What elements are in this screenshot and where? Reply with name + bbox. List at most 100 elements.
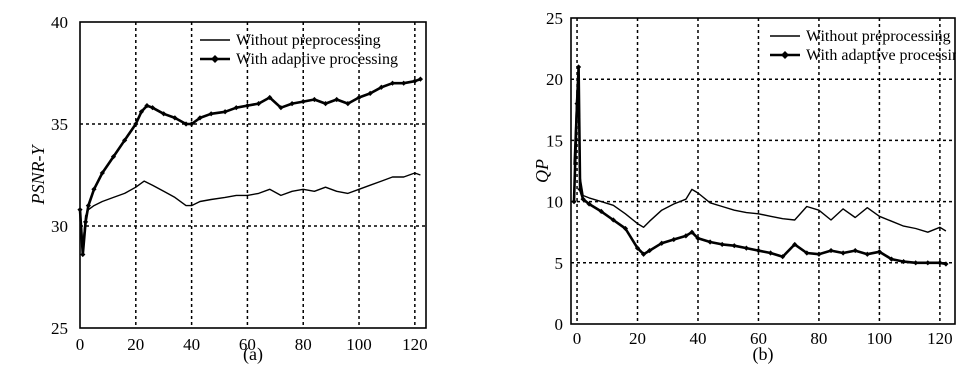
chart-b-series-with-adaptive-processing-point-11 xyxy=(647,247,653,254)
chart-a-series-with-adaptive-processing-point-17 xyxy=(208,111,214,117)
chart-a-series-with-adaptive-processing-point-6 xyxy=(110,154,117,160)
chart-b-series-with-adaptive-processing-point-28 xyxy=(840,250,846,256)
chart-b-legend-label-without-preprocessing: Without preprocessing xyxy=(806,28,951,45)
chart-a-series-with-adaptive-processing-line xyxy=(78,77,421,256)
chart-b-x-tick-40: 40 xyxy=(689,329,706,348)
chart-a: 0 20 40 60 80 100 120 25 30 35 40 PSNR-Y Without p… xyxy=(28,13,428,365)
chart-b-series-with-adaptive-processing-point-36 xyxy=(937,260,943,266)
chart-a-legend: Without preprocessing With adaptive proc… xyxy=(200,32,398,68)
chart-b-series-with-adaptive-processing-line xyxy=(572,65,947,266)
chart-a-y-tick-25: 25 xyxy=(51,319,68,338)
chart-b-series-with-adaptive-processing-point-31 xyxy=(876,249,883,255)
chart-b-y-tick-15: 15 xyxy=(546,131,563,150)
chart-b-series-with-adaptive-processing-point-17 xyxy=(707,239,713,245)
chart-a-plot-frame xyxy=(79,21,427,329)
chart-b-x-tick-0: 0 xyxy=(573,329,582,348)
chart-b-series-with-adaptive-processing-point-12 xyxy=(659,240,665,246)
chart-b-series-with-adaptive-processing-point-37 xyxy=(943,261,949,267)
chart-b-series-with-adaptive-processing-point-35 xyxy=(925,260,931,266)
chart-a-y-tick-40: 40 xyxy=(51,13,68,32)
chart-a-series-with-adaptive-processing-point-12 xyxy=(161,111,167,117)
chart-a-series-with-adaptive-processing-point-1 xyxy=(80,251,86,258)
chart-a-y-tick-30: 30 xyxy=(51,217,68,236)
chart-a-series-with-adaptive-processing-point-31 xyxy=(367,90,373,96)
chart-b-series-layer xyxy=(571,64,949,267)
chart-b: 0 20 40 60 80 100 120 0 5 10 15 20 25 QP Without pre… xyxy=(532,9,956,365)
chart-a-series-with-adaptive-processing-point-23 xyxy=(278,105,284,111)
chart-a-legend-label-without-preprocessing: Without preprocessing xyxy=(236,32,381,49)
chart-b-x-tick-120: 120 xyxy=(927,329,953,348)
chart-a-legend-marker-with-adaptive-processing xyxy=(211,55,219,63)
chart-b-series-without-preprocessing-line xyxy=(573,72,947,233)
chart-b-y-tick-20: 20 xyxy=(546,70,563,89)
chart-b-series-with-adaptive-processing-point-32 xyxy=(888,256,895,262)
chart-b-y-tick-0: 0 xyxy=(555,315,564,334)
chart-a-x-tick-80: 80 xyxy=(295,335,312,354)
chart-a-series-without-preprocessing-line xyxy=(79,172,421,248)
chart-a-x-tick-0: 0 xyxy=(76,335,85,354)
chart-a-series-with-adaptive-processing-point-22 xyxy=(267,94,273,101)
chart-a-tick-labels: 0 20 40 60 80 100 120 25 30 35 40 xyxy=(51,13,428,354)
chart-b-series-with-adaptive-processing-point-13 xyxy=(671,236,677,243)
chart-a-series-with-adaptive-processing-point-35 xyxy=(412,78,418,84)
chart-b-series-with-adaptive-processing-point-21 xyxy=(755,247,762,254)
chart-b-series-with-adaptive-processing-point-7 xyxy=(610,217,616,223)
chart-b-series-with-adaptive-processing-point-23 xyxy=(780,254,786,260)
chart-b-series-with-adaptive-processing-point-19 xyxy=(731,243,737,249)
chart-b-series-with-adaptive-processing-point-34 xyxy=(913,260,919,266)
chart-b-caption: (b) xyxy=(753,344,774,365)
chart-a-series-with-adaptive-processing-point-2 xyxy=(82,219,89,225)
chart-a-series-with-adaptive-processing-point-15 xyxy=(189,121,195,127)
chart-a-series-with-adaptive-processing-point-25 xyxy=(300,98,306,105)
chart-a-series-with-adaptive-processing-point-27 xyxy=(322,101,329,107)
chart-a-series-with-adaptive-processing-point-14 xyxy=(183,121,189,127)
chart-b-y-tick-5: 5 xyxy=(555,254,564,273)
chart-b-legend-marker-with-adaptive-processing xyxy=(781,51,789,59)
chart-a-x-tick-100: 100 xyxy=(346,335,372,354)
chart-a-series-with-adaptive-processing-point-26 xyxy=(311,96,317,103)
chart-a-x-tick-40: 40 xyxy=(183,335,200,354)
chart-b-series-with-adaptive-processing-point-10 xyxy=(640,251,647,257)
chart-a-series-with-adaptive-processing-point-32 xyxy=(378,84,384,90)
chart-a-series-with-adaptive-processing-point-16 xyxy=(197,115,203,121)
chart-a-gridlines xyxy=(80,22,426,328)
chart-b-series-with-adaptive-processing-point-3 xyxy=(577,186,583,192)
chart-b-series-with-adaptive-processing-point-29 xyxy=(852,247,858,254)
chart-b-series-with-adaptive-processing-point-20 xyxy=(743,245,749,251)
chart-a-x-tick-20: 20 xyxy=(127,335,144,354)
chart-b-series-with-adaptive-processing-point-16 xyxy=(695,235,701,241)
chart-a-y-axis-label: PSNR-Y xyxy=(28,144,48,206)
chart-b-series-with-adaptive-processing-point-6 xyxy=(598,208,604,214)
chart-b-y-tick-25: 25 xyxy=(546,9,563,28)
chart-a-y-tick-35: 35 xyxy=(51,115,68,134)
chart-a-series-with-adaptive-processing-point-5 xyxy=(99,170,105,176)
chart-a-series-with-adaptive-processing-point-29 xyxy=(345,101,351,107)
chart-b-series-with-adaptive-processing-point-33 xyxy=(900,258,907,265)
chart-a-series-layer xyxy=(77,76,424,258)
chart-b-series-with-adaptive-processing-point-8 xyxy=(622,225,629,232)
chart-a-series-with-adaptive-processing-point-13 xyxy=(172,115,178,121)
chart-b-series-with-adaptive-processing-point-26 xyxy=(816,251,822,257)
chart-a-series-with-adaptive-processing-point-7 xyxy=(122,137,128,143)
chart-a-series-with-adaptive-processing-point-4 xyxy=(91,186,97,192)
chart-a-x-tick-120: 120 xyxy=(402,335,428,354)
chart-b-series-with-adaptive-processing-point-22 xyxy=(767,250,774,256)
chart-b-series-with-adaptive-processing-point-14 xyxy=(683,233,689,239)
chart-b-x-tick-20: 20 xyxy=(629,329,646,348)
chart-a-series-with-adaptive-processing-point-24 xyxy=(289,101,295,107)
chart-b-series-with-adaptive-processing-point-1 xyxy=(574,101,580,107)
chart-a-series-with-adaptive-processing-point-8 xyxy=(133,121,139,127)
chart-b-x-tick-80: 80 xyxy=(810,329,827,348)
chart-b-series-with-adaptive-processing-point-5 xyxy=(586,201,592,207)
chart-b-series-with-adaptive-processing-point-27 xyxy=(828,247,834,254)
chart-a-caption: (a) xyxy=(243,344,263,365)
chart-b-tick-labels: 0 20 40 60 80 100 120 0 5 10 15 20 25 xyxy=(546,9,953,348)
chart-b-legend: Without preprocessing With adaptive proc… xyxy=(770,28,956,64)
chart-b-series-with-adaptive-processing-point-25 xyxy=(804,250,810,256)
chart-a-series-with-adaptive-processing-point-20 xyxy=(244,103,251,109)
chart-b-series-with-adaptive-processing-point-0 xyxy=(571,199,577,205)
chart-a-series-with-adaptive-processing-point-33 xyxy=(389,80,396,86)
chart-a-series-with-adaptive-processing-point-18 xyxy=(222,109,228,115)
chart-b-y-tick-10: 10 xyxy=(546,193,563,212)
